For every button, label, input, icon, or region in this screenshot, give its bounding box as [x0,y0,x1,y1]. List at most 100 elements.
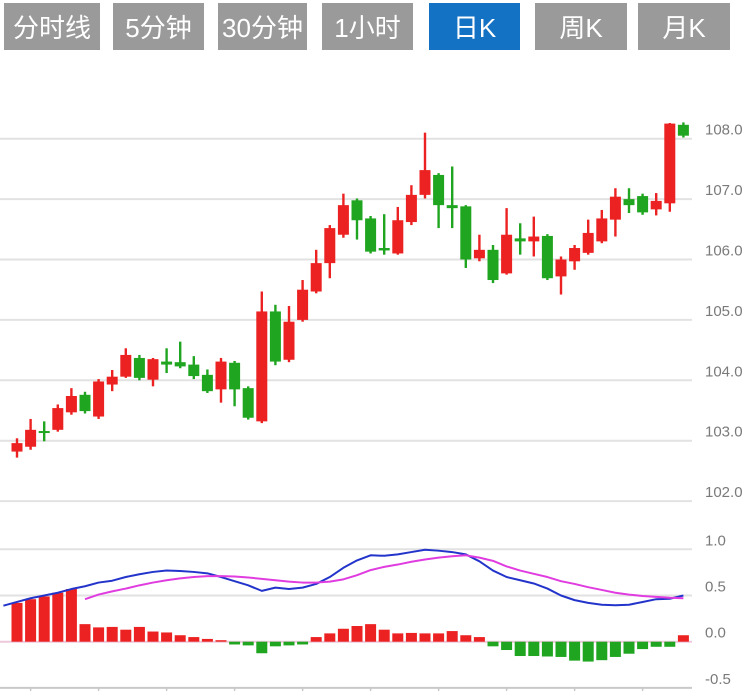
price-axis-label: 108.0 [705,122,743,139]
candle-body [650,200,662,210]
candle-body [487,249,499,281]
macd-histogram-bar [446,631,458,642]
tab-monthly-k[interactable]: 月K [638,3,730,50]
price-axis-label: 105.0 [705,303,743,320]
macd-histogram-bar [215,640,227,642]
macd-histogram-bar [378,629,390,642]
candle-body [11,443,23,452]
macd-histogram-bar [514,641,526,657]
candle-body [147,359,159,380]
candle-body [79,394,91,412]
tab-daily-k[interactable]: 日K [429,3,520,50]
candle-body [25,429,37,447]
macd-axis-label: 0.0 [705,625,726,642]
macd-histogram-bar [174,635,186,642]
candle-body [555,259,567,277]
macd-histogram-bar [242,641,254,646]
macd-histogram-bar [528,641,540,657]
candle-body [637,196,649,213]
candle-body [174,362,186,367]
macd-histogram-bar [283,641,295,646]
macd-histogram-bar [555,641,567,657]
macd-histogram-bar [609,641,621,657]
macd-histogram-bar [161,632,173,642]
candle-body [106,376,118,385]
candle-body [188,364,200,377]
macd-histogram-bar [269,641,281,647]
macd-histogram-bar [392,633,404,642]
candle-body [65,396,77,413]
candle-body [473,249,485,259]
tab-1hour[interactable]: 1小时 [322,3,413,50]
macd-histogram-bar [133,626,145,642]
macd-histogram-bar [419,633,431,642]
macd-histogram-bar [365,624,377,642]
candle-body [310,263,322,292]
macd-axis-label: 1.0 [705,532,726,549]
macd-axis-label: -0.5 [705,671,731,688]
macd-axis-label: 0.5 [705,578,726,595]
candle-body [120,354,132,377]
macd-histogram-bar [664,641,676,647]
macd-histogram-bar [201,638,213,642]
candle-body [596,218,608,242]
macd-histogram-bar [25,599,37,642]
candle-body [677,124,689,136]
macd-histogram-bar [120,629,132,642]
candle-body [215,361,227,390]
candle-body [351,200,363,221]
macd-histogram-bar [93,627,105,642]
macd-histogram-bar [11,602,23,642]
candle-body [460,206,472,260]
macd-histogram-bar [79,624,91,642]
macd-histogram-bar [473,637,485,642]
candle-body [405,194,417,223]
candle-body [419,170,431,195]
candle-body [392,220,404,254]
macd-histogram-bar [596,641,608,661]
macd-histogram-bar [106,626,118,642]
candle-body [569,248,581,262]
price-axis-label: 102.0 [705,484,743,501]
macd-histogram-bar [52,592,64,642]
macd-histogram-bar [677,635,689,642]
candle-body [378,248,390,251]
tab-5min[interactable]: 5分钟 [113,3,204,50]
dea-line [84,554,684,601]
macd-histogram-bar [337,628,349,642]
candle-body [256,311,268,422]
macd-histogram-bar [569,641,581,661]
candle-body [501,234,513,274]
macd-histogram-bar [582,641,594,662]
candle-body [201,374,213,392]
price-axis-label: 106.0 [705,242,743,259]
price-axis-label: 107.0 [705,182,743,199]
macd-histogram-bar [147,631,159,642]
macd-histogram-bar [405,632,417,642]
price-axis-label: 103.0 [705,424,743,441]
macd-histogram-bar [65,589,77,642]
candle-body [229,362,241,390]
candle-body [365,218,377,252]
tab-30min[interactable]: 30分钟 [218,3,307,50]
candle-body [609,196,621,220]
macd-histogram-bar [623,641,635,654]
macd-histogram-bar [188,637,200,642]
macd-histogram-bar [433,633,445,642]
tab-timeshare[interactable]: 分时线 [4,3,100,50]
candle-body [337,205,349,235]
candle-body [242,388,254,418]
candle-body [133,357,145,378]
candle-body [433,174,445,206]
macd-histogram-bar [256,641,268,654]
candle-body [528,236,540,242]
candle-body [269,311,281,362]
macd-histogram-bar [229,641,241,645]
tab-weekly-k[interactable]: 周K [535,3,627,50]
candle-body [297,289,309,320]
macd-histogram-bar [324,633,336,642]
candle-body [582,232,594,253]
candle-body [38,431,50,434]
